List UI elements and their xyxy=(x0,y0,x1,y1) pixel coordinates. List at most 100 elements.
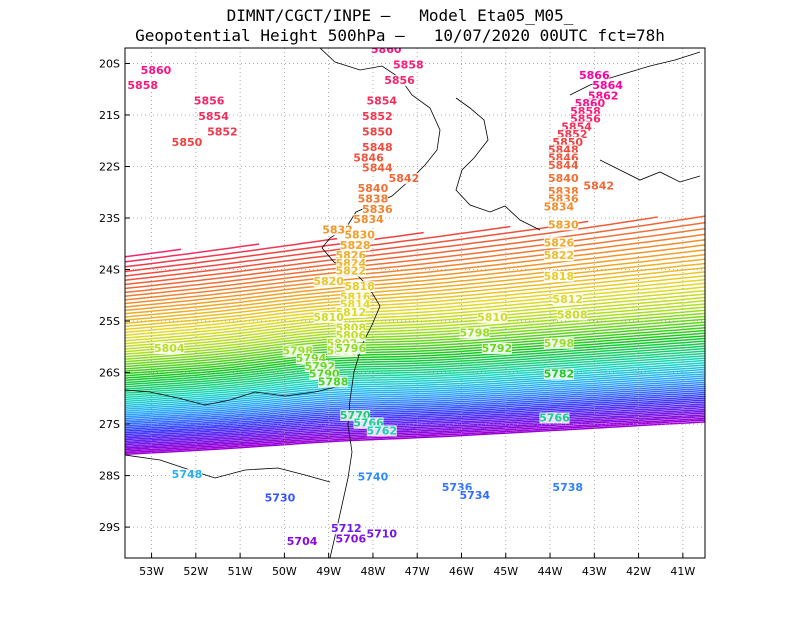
contour-label-bg xyxy=(322,224,353,236)
contour-5764 xyxy=(125,355,705,397)
contour-label-bg xyxy=(543,337,574,349)
contour-label-bg xyxy=(543,368,574,380)
contour-5804 xyxy=(125,300,705,350)
contour-5790 xyxy=(125,321,705,368)
contour-label: 5842 xyxy=(389,172,420,185)
contour-label-bg xyxy=(548,219,579,231)
contour-label: 5858 xyxy=(393,59,424,72)
contour-label-bg xyxy=(388,172,419,184)
contour-label: 5808 xyxy=(557,308,588,321)
lon-label: 45W xyxy=(493,565,518,578)
contour-5708 xyxy=(125,412,705,448)
contour-5716 xyxy=(125,405,705,441)
lon-label: 51W xyxy=(228,565,253,578)
contour-label: 5844 xyxy=(548,159,579,172)
lon-label: 47W xyxy=(405,565,430,578)
contour-5782 xyxy=(125,332,705,377)
lon-label: 44W xyxy=(538,565,563,578)
contour-label-bg xyxy=(295,353,326,365)
contour-label: 5842 xyxy=(583,180,614,193)
lat-label: 29S xyxy=(99,521,120,534)
contour-label-bg xyxy=(552,294,583,305)
contour-lines xyxy=(125,215,705,456)
lat-label: 23S xyxy=(99,212,120,225)
contour-label-bg xyxy=(171,469,202,481)
lon-label: 41W xyxy=(670,565,695,578)
contour-label-bg xyxy=(371,48,402,56)
lon-label: 52W xyxy=(183,565,208,578)
lon-label: 50W xyxy=(272,565,297,578)
contour-5794 xyxy=(125,315,705,363)
contour-5742 xyxy=(125,379,705,418)
lat-label: 24S xyxy=(99,264,120,277)
contour-5726 xyxy=(125,395,705,432)
contour-label: 5856 xyxy=(194,95,225,108)
lat-label: 26S xyxy=(99,367,120,380)
lat-label: 25S xyxy=(99,315,120,328)
contour-label-bg xyxy=(366,528,397,540)
contour-label-bg xyxy=(583,180,614,192)
lon-label: 53W xyxy=(139,565,164,578)
contour-label-bg xyxy=(543,250,574,262)
contour-5778 xyxy=(125,337,705,382)
contour-5714 xyxy=(125,406,705,443)
contour-label-bg xyxy=(570,105,601,117)
lon-label: 43W xyxy=(582,565,607,578)
contour-5818 xyxy=(125,275,705,331)
contour-label-bg xyxy=(459,327,490,339)
contour-5810 xyxy=(125,289,705,342)
contour-label-bg xyxy=(548,185,579,197)
contour-label-bg xyxy=(362,203,393,215)
contour-5748 xyxy=(125,373,705,412)
contour-5800 xyxy=(125,306,705,355)
contour-label-bg xyxy=(309,368,340,380)
contour-label: 5710 xyxy=(366,527,397,540)
contour-label-bg xyxy=(335,330,366,342)
contour-label-bg xyxy=(357,471,388,483)
contour-label-bg xyxy=(592,80,623,92)
contour-5852 xyxy=(125,237,338,268)
contour-label-bg xyxy=(353,214,384,226)
contour-5830 xyxy=(125,249,705,312)
contour-5698 xyxy=(125,421,705,456)
contour-5838 xyxy=(125,227,705,297)
lat-label: 22S xyxy=(99,160,120,173)
contour-label-bg xyxy=(335,342,366,354)
contour-5834 xyxy=(125,239,705,305)
contour-5730 xyxy=(125,391,705,429)
contour-5854 xyxy=(125,243,260,263)
contour-label-bg xyxy=(543,237,574,249)
contour-5780 xyxy=(125,335,705,379)
contour-label-bg xyxy=(477,312,508,324)
contour-5792 xyxy=(125,318,705,365)
contour-5840 xyxy=(125,221,705,294)
contour-label-bg xyxy=(304,360,335,372)
contour-label-bg xyxy=(353,417,384,429)
contour-5784 xyxy=(125,329,705,375)
contour-label: 5848 xyxy=(362,141,393,154)
contour-label: 5796 xyxy=(335,342,366,355)
contour-label: 5826 xyxy=(544,236,575,249)
contour-label-bg xyxy=(539,412,570,424)
contour-label: 5812 xyxy=(552,293,583,306)
contour-5704 xyxy=(125,415,705,451)
lat-label: 20S xyxy=(99,57,120,70)
contour-label-bg xyxy=(198,111,229,123)
contour-5738 xyxy=(125,383,705,422)
contour-label: 5748 xyxy=(172,468,203,481)
contour-label: 5850 xyxy=(362,126,393,139)
contour-label-bg xyxy=(579,69,610,81)
contour-5774 xyxy=(125,342,705,386)
contour-label-bg xyxy=(194,95,225,107)
contour-label: 5828 xyxy=(340,239,371,252)
contour-label-bg xyxy=(384,75,415,87)
contour-5824 xyxy=(125,262,705,321)
contour-label-bg xyxy=(481,342,512,354)
contour-5756 xyxy=(125,364,705,405)
contour-5816 xyxy=(125,278,705,334)
contour-label-bg xyxy=(570,113,601,125)
contour-label-bg xyxy=(340,299,371,311)
contour-label: 5840 xyxy=(548,172,579,185)
contour-5820 xyxy=(125,271,705,328)
